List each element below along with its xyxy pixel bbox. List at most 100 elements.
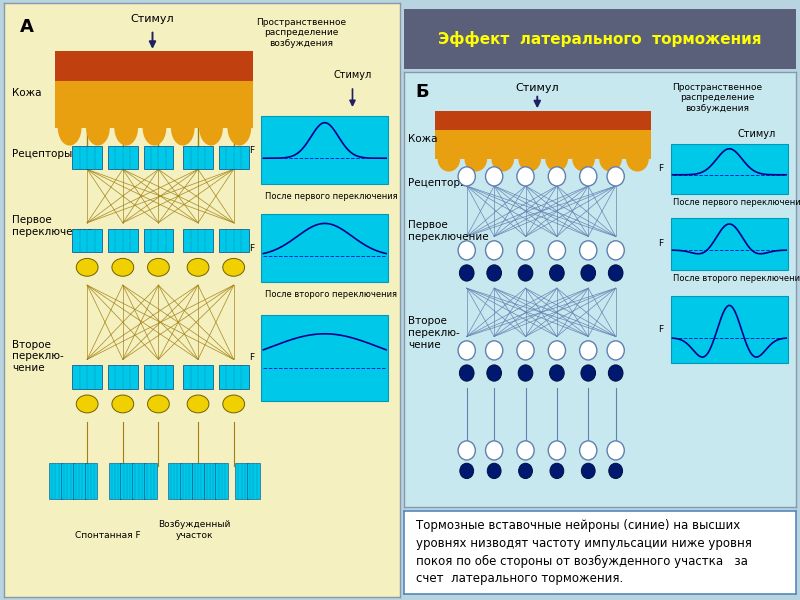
Circle shape (438, 146, 460, 172)
Text: Возбужденный
участок: Возбужденный участок (158, 520, 230, 539)
FancyBboxPatch shape (61, 463, 74, 499)
Circle shape (114, 110, 138, 146)
FancyBboxPatch shape (55, 82, 254, 128)
Circle shape (581, 365, 595, 381)
FancyBboxPatch shape (144, 463, 157, 499)
Circle shape (517, 167, 534, 186)
Text: Пространственное
распределение
возбуждения: Пространственное распределение возбужден… (256, 18, 346, 47)
FancyBboxPatch shape (435, 111, 651, 130)
Circle shape (517, 341, 534, 360)
Circle shape (546, 146, 568, 172)
Ellipse shape (76, 259, 98, 276)
Text: Второе
переклю-
чение: Второе переклю- чение (12, 340, 64, 373)
FancyBboxPatch shape (262, 214, 388, 282)
FancyBboxPatch shape (215, 463, 228, 499)
FancyBboxPatch shape (219, 365, 249, 389)
Circle shape (580, 441, 597, 460)
Circle shape (607, 441, 624, 460)
Circle shape (458, 241, 475, 260)
Ellipse shape (187, 259, 209, 276)
Circle shape (548, 167, 566, 186)
Circle shape (550, 365, 564, 381)
Circle shape (581, 265, 595, 281)
FancyBboxPatch shape (180, 463, 193, 499)
Circle shape (460, 463, 474, 479)
Circle shape (458, 167, 475, 186)
Circle shape (626, 146, 649, 172)
Circle shape (458, 341, 475, 360)
Circle shape (459, 265, 474, 281)
Text: Стимул: Стимул (130, 14, 174, 24)
Text: F: F (249, 353, 254, 362)
FancyBboxPatch shape (72, 365, 102, 389)
FancyBboxPatch shape (132, 463, 145, 499)
Circle shape (227, 110, 251, 146)
FancyBboxPatch shape (85, 463, 98, 499)
Ellipse shape (187, 395, 209, 413)
Circle shape (58, 110, 82, 146)
Circle shape (486, 441, 502, 460)
Circle shape (548, 341, 566, 360)
FancyBboxPatch shape (235, 463, 248, 499)
Circle shape (486, 241, 502, 260)
FancyBboxPatch shape (219, 146, 249, 169)
Circle shape (608, 365, 623, 381)
FancyBboxPatch shape (435, 130, 651, 159)
FancyBboxPatch shape (670, 144, 788, 194)
FancyBboxPatch shape (183, 229, 213, 253)
Text: Эффект  латерального  торможения: Эффект латерального торможения (438, 31, 762, 47)
Circle shape (491, 146, 514, 172)
Text: F: F (658, 164, 663, 173)
Ellipse shape (76, 395, 98, 413)
Circle shape (486, 167, 502, 186)
Circle shape (550, 265, 564, 281)
Text: Первое
переключение: Первое переключение (12, 215, 93, 236)
FancyBboxPatch shape (55, 50, 254, 82)
Text: Тормозные вставочные нейроны (синие) на высших
уровнях низводят частоту импульса: Тормозные вставочные нейроны (синие) на … (416, 520, 752, 585)
Text: После первого переключения: После первого переключения (673, 197, 800, 206)
FancyBboxPatch shape (192, 463, 204, 499)
FancyBboxPatch shape (108, 365, 138, 389)
Text: После второго переключения: После второго переключения (673, 274, 800, 283)
Circle shape (572, 146, 595, 172)
Text: Рецепторы: Рецепторы (408, 178, 468, 188)
Text: Стимул: Стимул (515, 83, 559, 93)
Text: А: А (20, 18, 34, 36)
Circle shape (607, 167, 624, 186)
Ellipse shape (222, 259, 245, 276)
FancyBboxPatch shape (168, 463, 181, 499)
Circle shape (171, 110, 194, 146)
FancyBboxPatch shape (247, 463, 260, 499)
FancyBboxPatch shape (143, 365, 174, 389)
Text: Стимул: Стимул (738, 130, 776, 139)
FancyBboxPatch shape (143, 146, 174, 169)
Circle shape (487, 365, 502, 381)
FancyBboxPatch shape (183, 146, 213, 169)
FancyBboxPatch shape (73, 463, 86, 499)
Circle shape (607, 341, 624, 360)
Text: Б: Б (416, 83, 430, 101)
Circle shape (487, 265, 502, 281)
Circle shape (609, 463, 622, 479)
Circle shape (517, 441, 534, 460)
Circle shape (582, 463, 595, 479)
Text: После второго переключения: После второго переключения (266, 290, 398, 299)
Circle shape (86, 110, 110, 146)
Ellipse shape (112, 395, 134, 413)
Circle shape (459, 365, 474, 381)
Circle shape (517, 241, 534, 260)
FancyBboxPatch shape (72, 229, 102, 253)
Circle shape (550, 463, 564, 479)
Text: Стимул: Стимул (334, 70, 372, 80)
Circle shape (518, 365, 533, 381)
Circle shape (608, 265, 623, 281)
Circle shape (518, 146, 541, 172)
Text: Спонтанная F: Спонтанная F (75, 530, 141, 539)
FancyBboxPatch shape (670, 296, 788, 364)
Text: После первого переключения: После первого переключения (266, 192, 398, 201)
Circle shape (486, 341, 502, 360)
Circle shape (580, 341, 597, 360)
Circle shape (580, 167, 597, 186)
Text: Первое
переключение: Первое переключение (408, 220, 489, 242)
Circle shape (599, 146, 622, 172)
